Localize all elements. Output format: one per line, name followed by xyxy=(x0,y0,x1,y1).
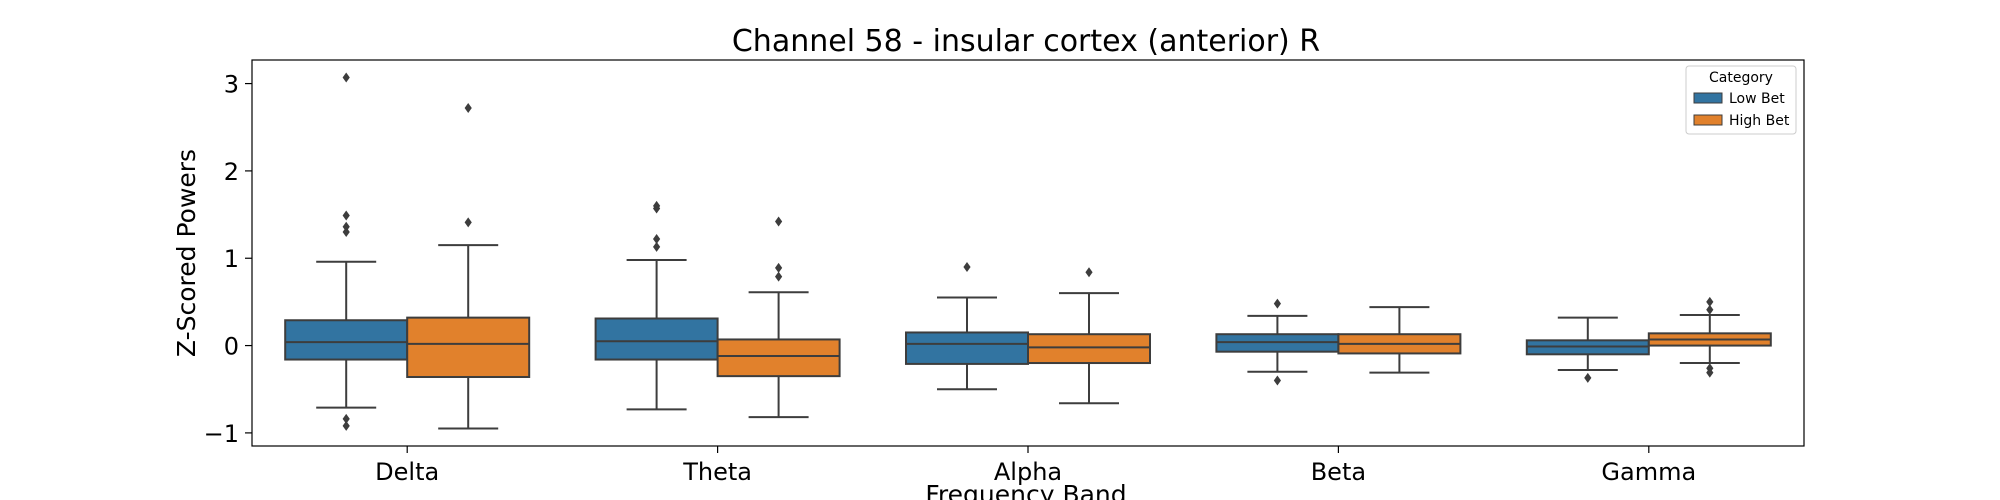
box-high-bet-beta xyxy=(1337,306,1462,374)
legend-swatch-low-bet xyxy=(1693,92,1723,104)
outlier-point xyxy=(342,420,350,431)
outlier-point xyxy=(1706,304,1714,315)
outlier-point xyxy=(342,210,350,221)
iqr-box xyxy=(284,319,409,361)
outlier-point xyxy=(775,271,783,282)
outlier-point xyxy=(342,221,350,232)
outlier-point xyxy=(342,227,350,238)
x-axis-label: Frequency Band xyxy=(925,480,1126,500)
y-axis: −1 0 1 2 3 xyxy=(204,71,252,448)
iqr-box xyxy=(716,338,841,378)
box-low-bet-beta xyxy=(1215,298,1340,386)
x-tick-label: Gamma xyxy=(1601,458,1696,486)
x-tick-label: Theta xyxy=(682,458,752,486)
outlier-point xyxy=(342,413,350,424)
outlier-point xyxy=(963,261,971,272)
x-tick-label: Alpha xyxy=(994,458,1062,486)
legend-label-high-bet: High Bet xyxy=(1729,113,1790,129)
outlier-point xyxy=(342,72,350,83)
outlier-point xyxy=(653,234,661,245)
legend-label-low-bet: Low Bet xyxy=(1729,91,1785,107)
x-tick-label: Beta xyxy=(1311,458,1366,486)
box-low-bet-delta xyxy=(284,72,409,431)
box-high-bet-gamma xyxy=(1647,296,1772,378)
iqr-box xyxy=(905,331,1029,365)
iqr-box xyxy=(1027,333,1151,365)
outlier-point xyxy=(464,103,472,114)
plot-area xyxy=(284,72,1772,431)
iqr-box xyxy=(406,316,531,379)
outlier-point xyxy=(1273,298,1281,309)
outlier-point xyxy=(653,241,661,252)
y-tick-label: 3 xyxy=(224,71,239,99)
outlier-point xyxy=(1273,375,1281,386)
y-tick-label: 2 xyxy=(224,158,239,186)
outlier-point xyxy=(775,262,783,273)
x-tick-label: Delta xyxy=(375,458,439,486)
box-low-bet-alpha xyxy=(905,261,1029,391)
plot-frame xyxy=(251,59,1805,447)
legend-title: Category xyxy=(1709,70,1773,86)
y-tick-label: 0 xyxy=(224,333,239,361)
iqr-box xyxy=(594,317,719,361)
outlier-point xyxy=(464,217,472,228)
legend: Category Low Bet High Bet xyxy=(1685,65,1797,135)
box-high-bet-alpha xyxy=(1027,267,1151,405)
outlier-point xyxy=(1584,372,1592,383)
outlier-point xyxy=(1706,296,1714,307)
y-tick-label: 1 xyxy=(224,245,239,273)
x-axis: Delta Theta Alpha Beta Gamma xyxy=(375,446,1696,486)
outlier-point xyxy=(1706,367,1714,378)
outlier-point xyxy=(653,203,661,214)
y-tick-label: −1 xyxy=(204,420,239,448)
y-axis-label: Z-Scored Powers xyxy=(172,149,201,357)
outlier-point xyxy=(1085,267,1093,278)
box-low-bet-gamma xyxy=(1525,316,1650,383)
box-high-bet-delta xyxy=(406,103,531,430)
chart-title: Channel 58 - insular cortex (anterior) R xyxy=(732,24,1320,59)
box-high-bet-theta xyxy=(716,216,841,419)
legend-swatch-high-bet xyxy=(1693,114,1723,126)
box-low-bet-theta xyxy=(594,200,719,411)
outlier-point xyxy=(775,216,783,227)
